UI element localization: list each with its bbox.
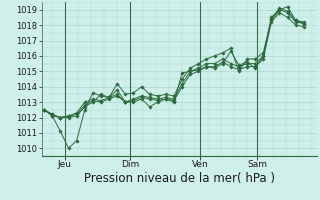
X-axis label: Pression niveau de la mer( hPa ): Pression niveau de la mer( hPa ) <box>84 172 275 185</box>
